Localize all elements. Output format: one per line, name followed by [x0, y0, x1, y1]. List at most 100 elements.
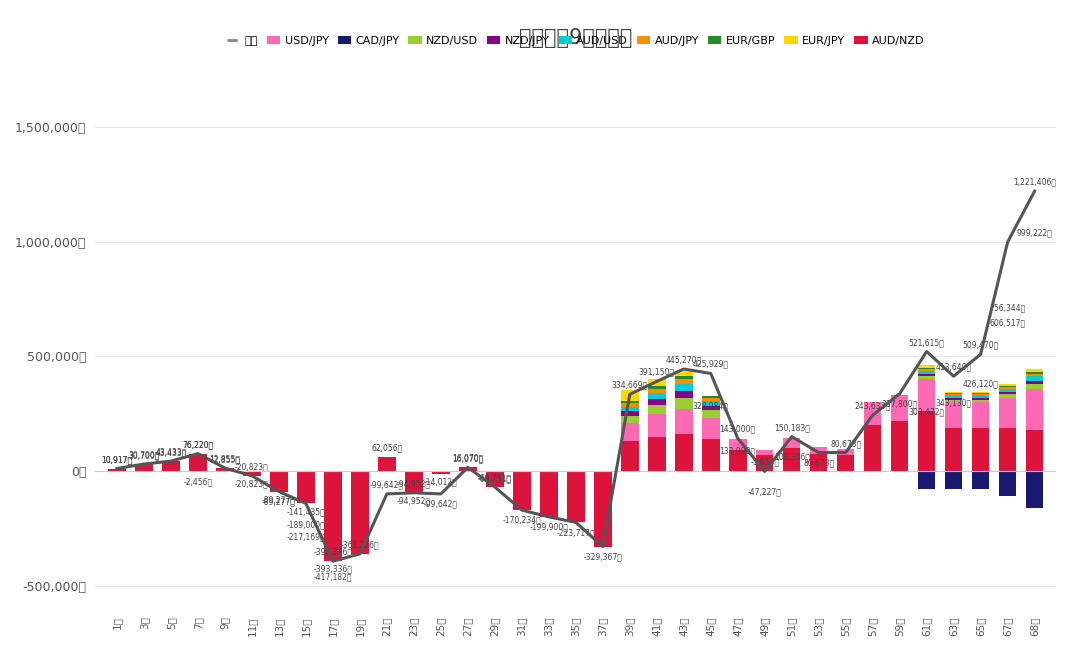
Bar	[1026, 374, 1043, 376]
Text: 328,984円: 328,984円	[693, 402, 728, 410]
Bar	[972, 402, 989, 428]
Bar	[918, 471, 935, 489]
Text: 30,700円: 30,700円	[128, 451, 160, 460]
Bar	[621, 401, 639, 404]
Text: 413,640円: 413,640円	[935, 363, 972, 372]
Bar	[702, 401, 720, 406]
Bar	[999, 392, 1016, 394]
Text: -99,642円: -99,642円	[369, 480, 404, 489]
Bar	[945, 398, 962, 400]
Bar	[648, 404, 666, 414]
Bar	[837, 449, 855, 455]
Text: 16,070円: 16,070円	[452, 454, 483, 463]
Bar	[674, 379, 693, 384]
Bar	[810, 454, 827, 471]
Text: 133,990円: 133,990円	[720, 446, 756, 455]
Bar	[648, 386, 666, 389]
Bar	[674, 434, 693, 471]
Text: 10,917円: 10,917円	[101, 455, 132, 464]
Bar	[702, 406, 720, 410]
Text: 12,855円: 12,855円	[209, 455, 241, 463]
Bar	[1026, 388, 1043, 430]
Text: -94,952円: -94,952円	[397, 479, 431, 488]
Text: 303,472円: 303,472円	[909, 407, 945, 416]
Bar	[1026, 384, 1043, 388]
Bar	[1026, 372, 1043, 374]
Bar	[648, 414, 666, 437]
Text: -361,226円: -361,226円	[340, 540, 379, 549]
Bar	[567, 471, 584, 523]
Bar	[999, 384, 1016, 386]
Bar	[999, 428, 1016, 471]
Bar	[648, 393, 666, 399]
Bar	[999, 387, 1016, 389]
Bar	[702, 398, 720, 401]
Bar	[135, 464, 153, 471]
Bar	[162, 461, 179, 471]
Bar	[621, 404, 639, 407]
Bar	[189, 454, 206, 471]
Bar	[513, 471, 531, 510]
Text: 143,000円: 143,000円	[720, 425, 756, 434]
Legend: 損益, USD/JPY, CAD/JPY, NZD/USD, NZD/JPY, AUD/USD, AUD/JPY, EUR/GBP, EUR/JPY, AUD/: 損益, USD/JPY, CAD/JPY, NZD/USD, NZD/JPY, …	[222, 31, 929, 50]
Text: -69,751円: -69,751円	[478, 474, 512, 483]
Bar	[999, 389, 1016, 392]
Bar	[487, 471, 504, 487]
Bar	[432, 471, 450, 474]
Bar	[945, 402, 962, 428]
Bar	[729, 439, 746, 450]
Bar	[918, 374, 935, 376]
Bar	[972, 396, 989, 398]
Text: 243,635円: 243,635円	[855, 402, 890, 410]
Bar	[674, 391, 693, 398]
Text: -417,182円: -417,182円	[314, 572, 352, 582]
Text: 425,929円: 425,929円	[693, 360, 729, 369]
Text: 80,673円: 80,673円	[803, 458, 834, 467]
Bar	[945, 428, 962, 471]
Bar	[648, 399, 666, 404]
Bar	[863, 425, 882, 471]
Text: 43,433円: 43,433円	[156, 448, 187, 457]
Bar	[621, 390, 639, 401]
Bar	[405, 471, 423, 493]
Text: 606,517円: 606,517円	[989, 319, 1026, 327]
Text: -1,654円: -1,654円	[750, 458, 780, 467]
Text: 445,270円: 445,270円	[666, 355, 701, 365]
Text: 43,433円: 43,433円	[156, 448, 187, 457]
Text: -20,823円: -20,823円	[235, 462, 268, 471]
Text: -170,234円: -170,234円	[503, 516, 541, 525]
Text: 16,070円: 16,070円	[452, 454, 483, 463]
Bar	[918, 371, 935, 374]
Text: -189,000円: -189,000円	[287, 520, 325, 529]
Bar	[621, 407, 639, 412]
Bar	[621, 423, 639, 442]
Text: 756,344円: 756,344円	[989, 303, 1026, 313]
Bar	[999, 398, 1016, 428]
Bar	[918, 412, 935, 471]
Title: トラリブ9通貨投賄: トラリブ9通貨投賄	[519, 29, 633, 48]
Text: 30,700円: 30,700円	[128, 450, 160, 459]
Text: 1,221,406円: 1,221,406円	[1013, 177, 1056, 187]
Bar	[648, 379, 666, 386]
Bar	[945, 393, 962, 394]
Bar	[674, 371, 693, 376]
Bar	[891, 396, 909, 420]
Text: -89,277円: -89,277円	[262, 497, 295, 506]
Bar	[918, 376, 935, 379]
Bar	[972, 471, 989, 489]
Bar	[674, 409, 693, 434]
Text: -69,751円: -69,751円	[478, 473, 512, 483]
Bar	[702, 439, 720, 471]
Bar	[216, 468, 234, 471]
Bar	[621, 412, 639, 416]
Bar	[271, 471, 288, 491]
Text: 76,220円: 76,220円	[183, 440, 214, 449]
Bar	[459, 467, 477, 471]
Bar	[945, 396, 962, 398]
Bar	[594, 471, 611, 546]
Text: -99,642円: -99,642円	[424, 499, 458, 509]
Text: 426,120円: 426,120円	[962, 379, 999, 388]
Bar	[648, 437, 666, 471]
Text: 509,470円: 509,470円	[962, 341, 999, 350]
Bar	[918, 369, 935, 371]
